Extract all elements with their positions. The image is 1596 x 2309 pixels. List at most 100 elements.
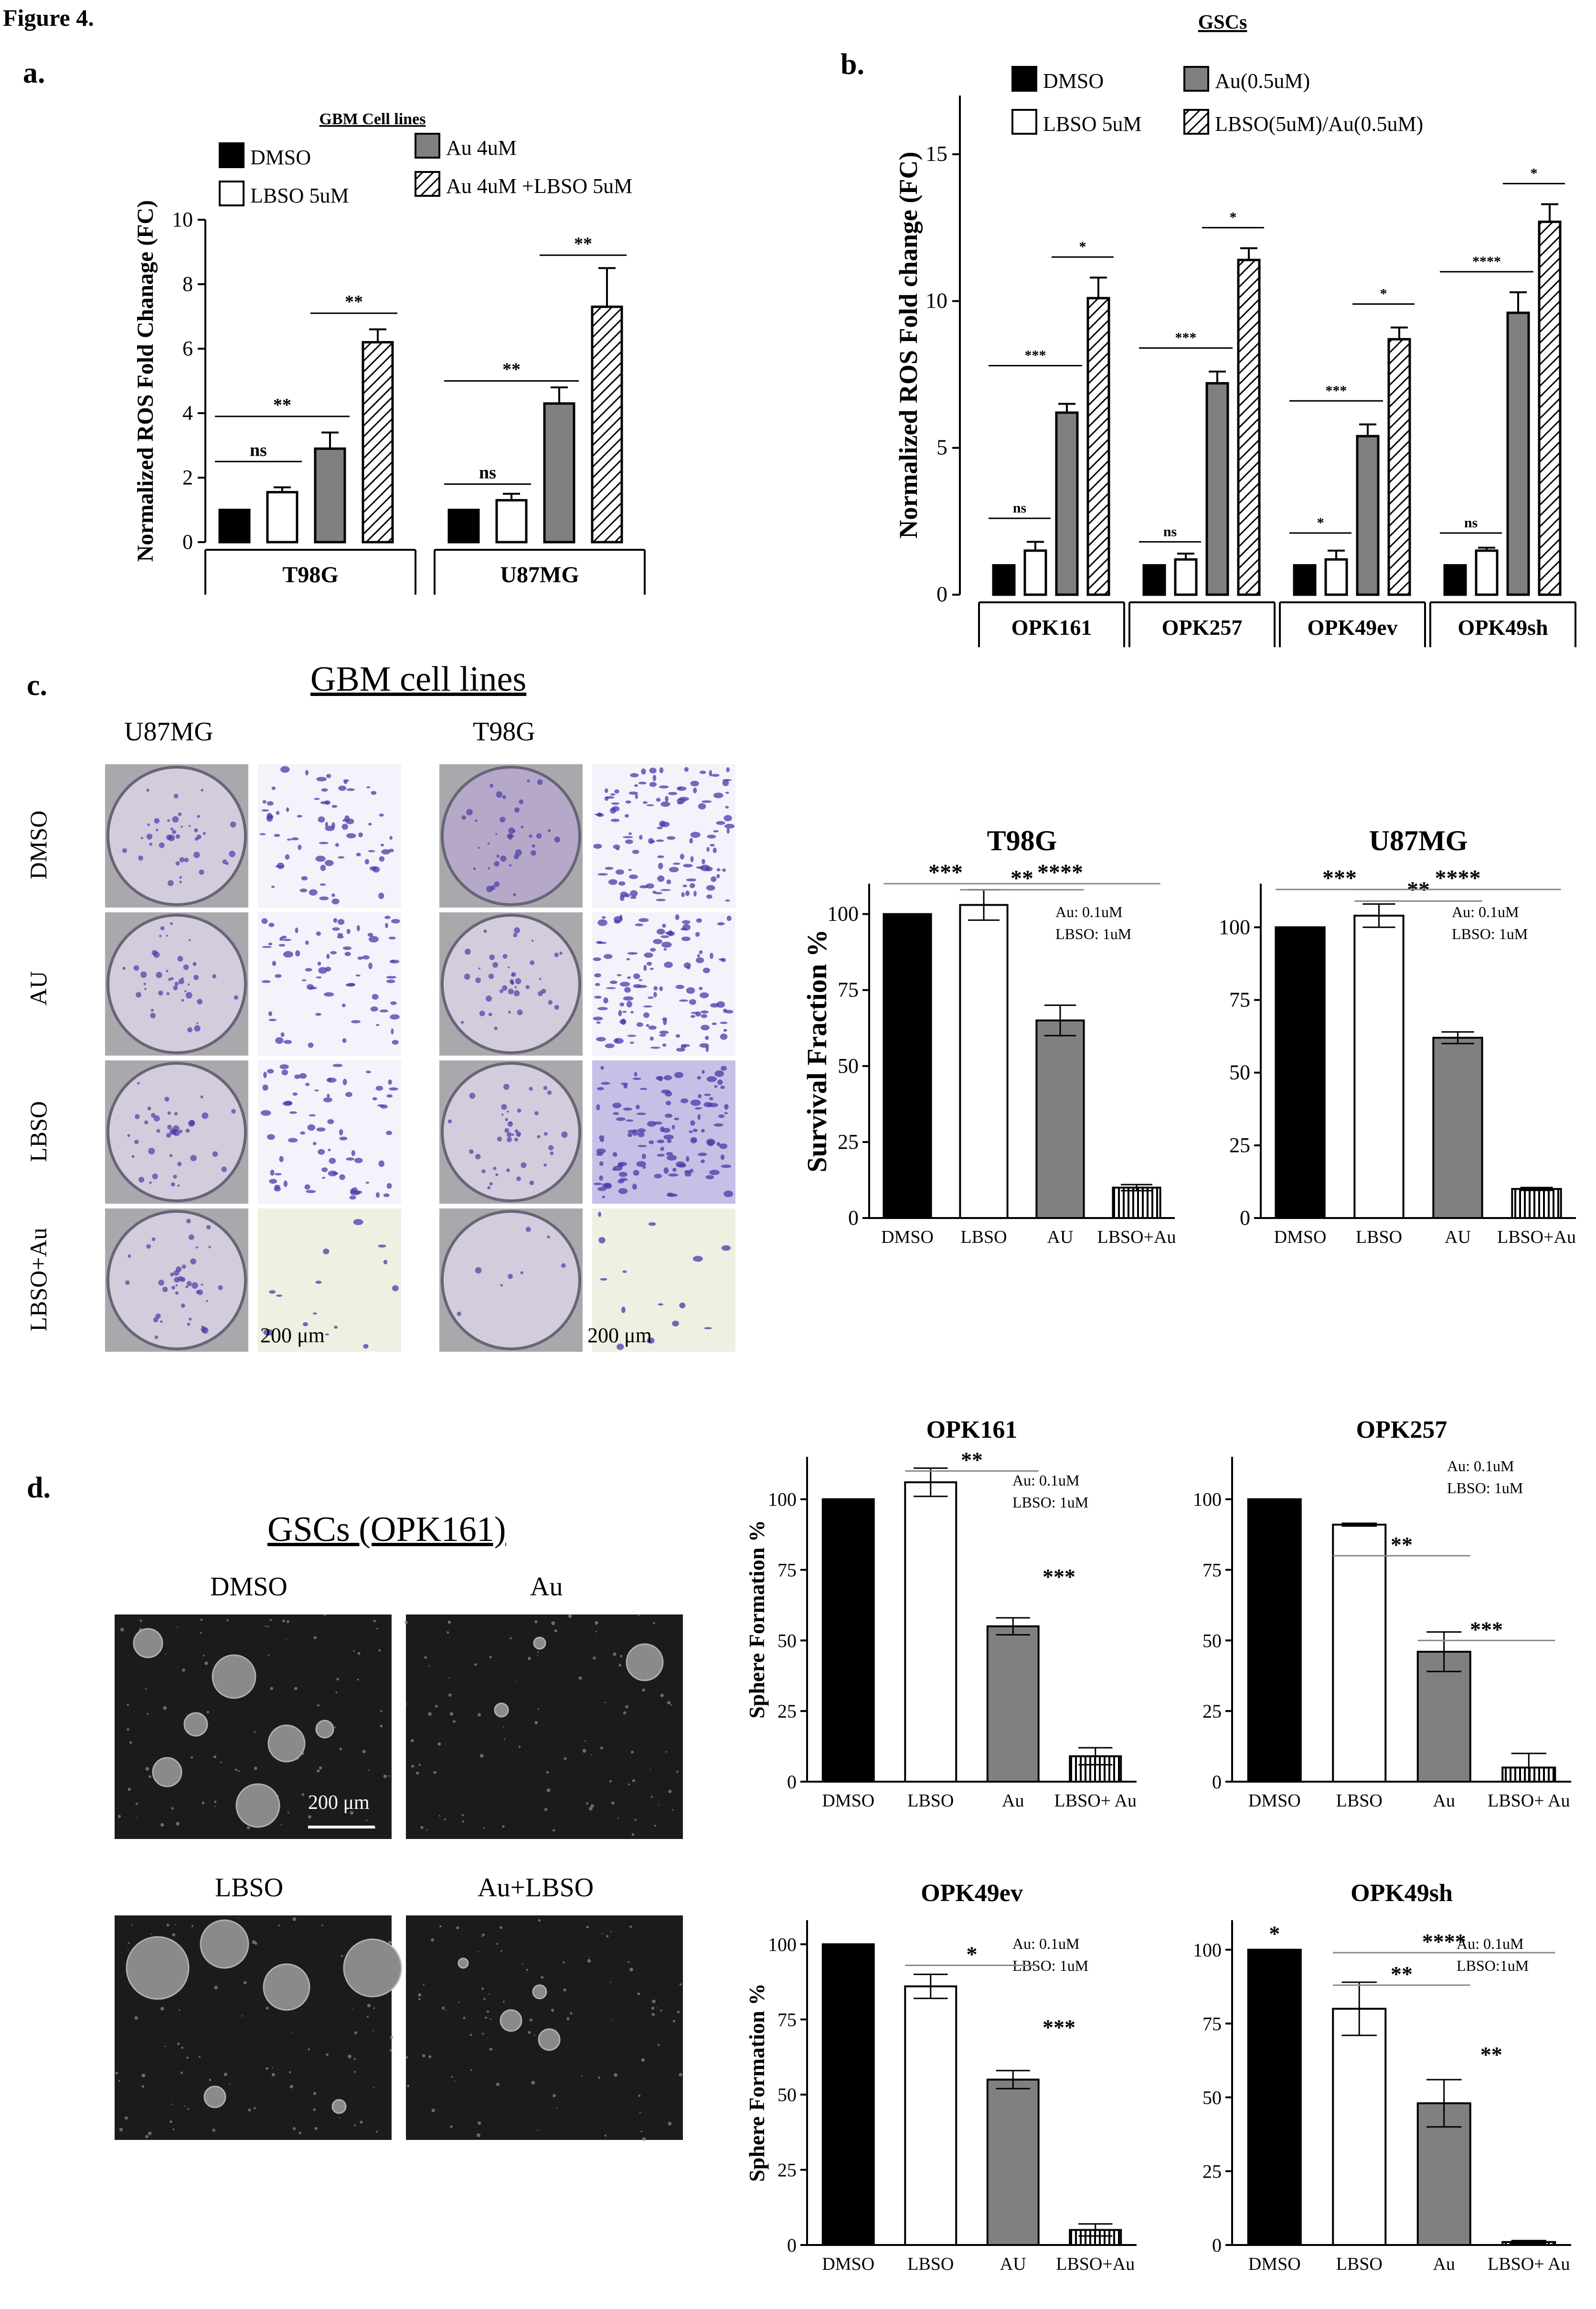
- colony-dot: [201, 789, 203, 791]
- colony-dot: [187, 1027, 192, 1033]
- cell-debris: [182, 1668, 185, 1672]
- significance-label: ***: [1326, 383, 1347, 398]
- cell-debris: [623, 1711, 627, 1715]
- stained-cell: [702, 967, 710, 973]
- stained-cell: [328, 1170, 338, 1176]
- colony-dot: [170, 922, 173, 925]
- cell-debris: [127, 1728, 129, 1731]
- stained-cell: [272, 961, 277, 966]
- stained-cell: [666, 879, 671, 885]
- colony-dot: [513, 854, 520, 859]
- colony-dot: [559, 951, 563, 955]
- cell-debris: [213, 1755, 217, 1759]
- x-tick-label: DMSO: [822, 1791, 874, 1811]
- cell-debris: [134, 2016, 138, 2020]
- cell-debris: [202, 1655, 205, 1657]
- cell-debris: [418, 1764, 421, 1766]
- stained-cell: [309, 1114, 316, 1117]
- sphere: [538, 2028, 561, 2051]
- colony-dot: [177, 1184, 180, 1187]
- colony-dot: [140, 971, 147, 978]
- stained-cell: [690, 1100, 701, 1106]
- colony-dot: [153, 1115, 160, 1122]
- cell-debris: [172, 2128, 175, 2130]
- stained-cell: [623, 996, 634, 1001]
- cell-debris: [214, 1800, 217, 1803]
- stained-cell: [622, 836, 633, 838]
- stained-cell: [698, 803, 706, 810]
- cell-debris: [278, 1924, 280, 1927]
- cell-debris: [229, 2083, 231, 2085]
- sphere-micrograph-grid: [115, 1614, 683, 2141]
- stained-cell: [705, 1036, 709, 1040]
- group-label: OPK257: [1162, 615, 1243, 640]
- cell-debris: [613, 1652, 617, 1656]
- bar: [904, 1985, 958, 2246]
- cell-debris: [526, 1968, 528, 1971]
- colony-dot: [514, 807, 520, 813]
- cell-debris: [214, 1806, 216, 1807]
- cell-debris: [551, 2009, 554, 2012]
- stained-cell: [287, 1138, 298, 1143]
- chart-title: GSCs: [1198, 11, 1247, 33]
- colony-dot: [488, 973, 494, 979]
- colony-dot: [513, 990, 520, 996]
- x-tick-label: LBSO: [1336, 1791, 1383, 1811]
- stained-cell: [659, 986, 663, 991]
- stained-cell: [280, 766, 290, 773]
- stained-cell: [665, 1113, 673, 1118]
- stained-cell: [268, 1011, 272, 1016]
- dose-annotation: Au: 0.1uM: [1012, 1472, 1079, 1489]
- cell-debris: [317, 1769, 320, 1773]
- stained-cell: [726, 767, 730, 772]
- stained-cell: [344, 951, 351, 956]
- colony-dot: [196, 1022, 199, 1025]
- cell-debris: [605, 1701, 606, 1703]
- stained-cell: [386, 1131, 393, 1135]
- stained-cell: [365, 1181, 369, 1184]
- stained-cell: [643, 1012, 649, 1018]
- colony-dot: [152, 1173, 158, 1179]
- dose-annotation: LBSO: 1uM: [1452, 925, 1528, 942]
- stained-cell: [713, 847, 717, 853]
- colony-dot: [500, 1283, 503, 1287]
- colony-dot: [181, 999, 184, 1002]
- stained-cell: [667, 836, 676, 840]
- colony-dot: [457, 1311, 461, 1316]
- stained-cell: [319, 842, 329, 844]
- cell-debris: [145, 2135, 149, 2138]
- colony-dot: [504, 1128, 510, 1133]
- cell-debris: [286, 1620, 289, 1623]
- stained-cell: [305, 1082, 310, 1086]
- cell-debris: [357, 1652, 361, 1655]
- stained-cell: [259, 833, 266, 835]
- stained-cell: [275, 1037, 284, 1044]
- colony-dot: [225, 862, 229, 865]
- stained-cell: [649, 968, 654, 970]
- cell-debris: [368, 1769, 370, 1771]
- cell-debris: [163, 1706, 167, 1710]
- stained-cell: [716, 1142, 720, 1146]
- stained-cell: [279, 1156, 284, 1163]
- stained-cell: [335, 843, 339, 847]
- colony-dot: [529, 1087, 533, 1091]
- stained-cell: [266, 1134, 275, 1140]
- stained-cell: [261, 918, 268, 924]
- cell-debris: [489, 2018, 491, 2020]
- cell-debris: [634, 1818, 637, 1821]
- cell-debris: [179, 2009, 181, 2011]
- stained-cell: [710, 1003, 719, 1008]
- cell-debris: [479, 1754, 484, 1758]
- significance-label: **: [1391, 1532, 1413, 1557]
- cell-debris: [160, 1823, 164, 1827]
- stained-cell: [307, 1124, 316, 1131]
- stained-cell: [693, 787, 697, 793]
- x-tick-label: LBSO+Au: [1097, 1227, 1176, 1247]
- significance-label: ns: [1163, 524, 1177, 539]
- stained-cell: [659, 767, 664, 773]
- colony-dot: [554, 836, 561, 843]
- cell-debris: [124, 2116, 128, 2120]
- stained-cell: [327, 1093, 330, 1098]
- cell-debris: [204, 1661, 208, 1665]
- significance-label: ***: [1043, 2015, 1075, 2039]
